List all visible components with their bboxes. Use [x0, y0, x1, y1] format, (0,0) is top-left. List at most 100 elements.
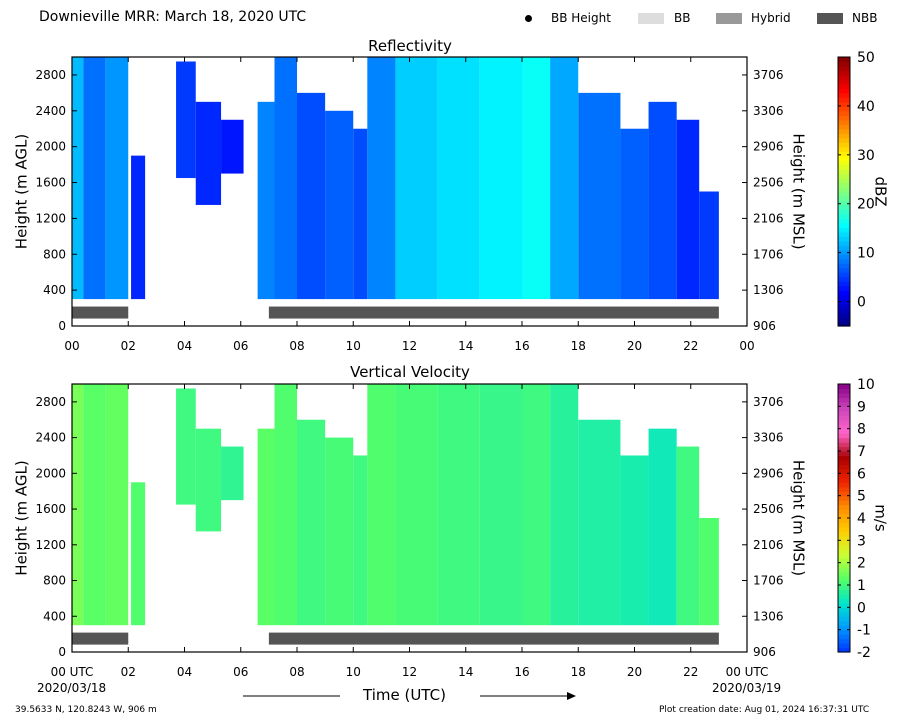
echo-segment: [620, 128, 649, 300]
colorbar-cell: [838, 589, 850, 595]
colorbar-cell: [838, 209, 850, 215]
colorbar-cell: [838, 61, 850, 67]
x-tick-label: 06: [233, 339, 248, 353]
x-tick-label: 00: [739, 339, 754, 353]
colorbar-label: m/s: [872, 504, 890, 532]
colorbar-cell: [838, 222, 850, 228]
y-tick-label-left: 1200: [35, 211, 66, 225]
colorbar-tick-label: 8: [857, 422, 866, 438]
echo-segment: [550, 57, 579, 300]
echo-segment: [578, 419, 621, 626]
colorbar-cell: [838, 540, 850, 546]
echo-segment: [195, 428, 222, 532]
echo-segment: [367, 384, 396, 626]
colorbar-cell: [838, 236, 850, 242]
y-tick-label-right: 2506: [753, 176, 784, 190]
y-tick-label-left: 2400: [35, 431, 66, 445]
echo-segment: [105, 384, 129, 626]
colorbar-cell: [838, 513, 850, 519]
legend-label-nbb: NBB: [852, 11, 878, 25]
y-axis-label-left: Height (m AGL): [13, 134, 31, 249]
colorbar-cell: [838, 128, 850, 134]
echo-segment: [367, 57, 396, 300]
colorbar-cell: [838, 495, 850, 501]
colorbar-tick-label: 9: [857, 399, 866, 415]
echo-segment: [274, 384, 297, 626]
x-tick-label: 18: [571, 339, 586, 353]
colorbar-cell: [838, 553, 850, 559]
colorbar-cell: [838, 294, 850, 300]
colorbar-cell: [838, 629, 850, 635]
y-tick-label-left: 1600: [35, 176, 66, 190]
colorbar-cell: [838, 567, 850, 573]
colorbar-cell: [838, 79, 850, 85]
y-tick-label-right: 2106: [753, 538, 784, 552]
x-tick-label: 04: [177, 339, 192, 353]
colorbar-cell: [838, 164, 850, 170]
x-tick-label: 10: [346, 665, 361, 679]
colorbar-cell: [838, 602, 850, 608]
colorbar-cell: [838, 173, 850, 179]
echo-segment: [522, 384, 551, 626]
colorbar-cell: [838, 464, 850, 470]
colorbar-cell: [838, 272, 850, 278]
colorbar-cell: [838, 92, 850, 98]
colorbar-cell: [838, 119, 850, 125]
colorbar-cell: [838, 182, 850, 188]
colorbar-cell: [838, 263, 850, 269]
x-tick-label: 16: [514, 665, 529, 679]
colorbar-cell: [838, 178, 850, 184]
y-axis-label-right: Height (m MSL): [790, 133, 808, 249]
colorbar-tick-label: 0: [857, 600, 866, 616]
colorbar-cell: [838, 424, 850, 430]
colorbar-cell: [838, 312, 850, 318]
echo-segment: [325, 110, 354, 300]
colorbar-tick-label: 10: [857, 377, 875, 393]
colorbar-cell: [838, 299, 850, 305]
legend-label-hybrid: Hybrid: [751, 11, 791, 25]
colorbar-cell: [838, 535, 850, 541]
x-tick-label: 14: [458, 665, 473, 679]
colorbar-cell: [838, 191, 850, 197]
x-tick-label: 00 UTC: [51, 665, 94, 679]
colorbar-cell: [838, 459, 850, 465]
legend-label-bb-height: BB Height: [551, 11, 611, 25]
colorbar-cell: [838, 437, 850, 443]
colorbar-cell: [838, 647, 850, 653]
legend-swatch-nbb: [817, 13, 843, 24]
colorbar-cell: [838, 388, 850, 394]
y-tick-label-left: 400: [43, 283, 66, 297]
echo-segment: [648, 101, 677, 300]
y-tick-label-right: 2506: [753, 502, 784, 516]
y-tick-label-right: 1706: [753, 247, 784, 261]
colorbar-cell: [838, 137, 850, 143]
colorbar-cell: [838, 451, 850, 457]
colorbar-cell: [838, 195, 850, 202]
colorbar-cell: [838, 101, 850, 107]
colorbar-tick-label: 50: [857, 50, 875, 66]
echo-segment: [176, 388, 196, 505]
precip-type-bar: [72, 632, 129, 645]
legend-swatch-bb: [638, 13, 664, 24]
colorbar-cell: [838, 455, 850, 461]
colorbar-tick-label: 4: [857, 511, 866, 527]
echo-segment: [699, 518, 719, 626]
colorbar-cell: [838, 308, 850, 314]
echo-segment: [325, 437, 354, 626]
y-tick-label-right: 3306: [753, 104, 784, 118]
x-tick-label: 06: [233, 665, 248, 679]
colorbar-cell: [838, 204, 850, 211]
panel-0: [71, 56, 851, 327]
x-tick-label: 10: [346, 339, 361, 353]
colorbar-cell: [838, 267, 850, 273]
colorbar-cell: [838, 110, 850, 116]
colorbar-cell: [838, 419, 850, 425]
colorbar-cell: [838, 593, 850, 599]
y-tick-label-right: 2106: [753, 211, 784, 225]
colorbar-cell: [838, 500, 850, 506]
x-axis-label: Time (UTC): [363, 686, 446, 704]
colorbar-cell: [838, 227, 850, 233]
precip-type-bar: [268, 632, 719, 645]
colorbar-cell: [838, 124, 850, 130]
colorbar-cell: [838, 433, 850, 439]
